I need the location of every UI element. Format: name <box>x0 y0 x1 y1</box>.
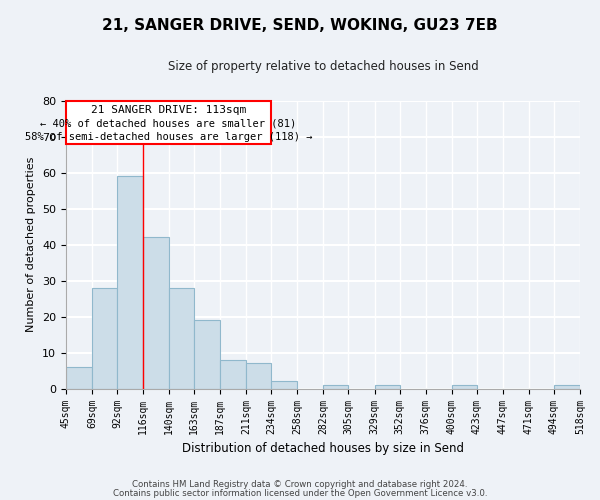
FancyBboxPatch shape <box>66 100 271 144</box>
Text: Contains HM Land Registry data © Crown copyright and database right 2024.: Contains HM Land Registry data © Crown c… <box>132 480 468 489</box>
Bar <box>452 385 477 388</box>
Bar <box>143 238 169 388</box>
Text: 21, SANGER DRIVE, SEND, WOKING, GU23 7EB: 21, SANGER DRIVE, SEND, WOKING, GU23 7EB <box>102 18 498 32</box>
Bar <box>66 367 92 388</box>
Bar <box>194 320 220 388</box>
Bar <box>117 176 143 388</box>
Text: 58% of semi-detached houses are larger (118) →: 58% of semi-detached houses are larger (… <box>25 132 313 142</box>
X-axis label: Distribution of detached houses by size in Send: Distribution of detached houses by size … <box>182 442 464 455</box>
Bar <box>554 385 580 388</box>
Text: 21 SANGER DRIVE: 113sqm: 21 SANGER DRIVE: 113sqm <box>91 105 246 115</box>
Title: Size of property relative to detached houses in Send: Size of property relative to detached ho… <box>167 60 478 73</box>
Text: ← 40% of detached houses are smaller (81): ← 40% of detached houses are smaller (81… <box>40 118 296 128</box>
Bar <box>92 288 117 388</box>
Bar <box>169 288 194 388</box>
Bar <box>246 364 271 388</box>
Bar <box>220 360 246 388</box>
Bar <box>374 385 400 388</box>
Bar <box>323 385 349 388</box>
Bar <box>271 382 298 388</box>
Text: Contains public sector information licensed under the Open Government Licence v3: Contains public sector information licen… <box>113 488 487 498</box>
Y-axis label: Number of detached properties: Number of detached properties <box>26 157 37 332</box>
